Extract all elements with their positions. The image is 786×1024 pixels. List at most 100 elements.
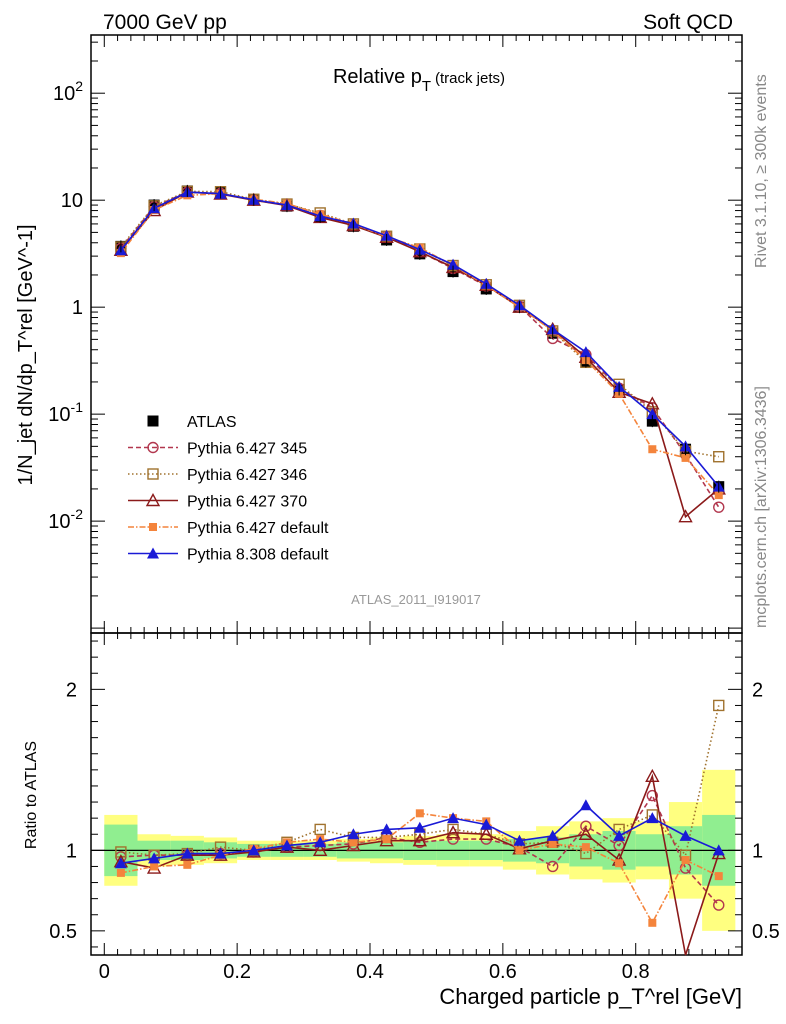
series-point-ratio [681, 856, 690, 865]
series-point-ratio [548, 839, 557, 848]
series-point-ratio [578, 826, 594, 840]
series-point-top [646, 408, 659, 420]
series-point-ratio [613, 829, 626, 841]
plot-title-main: Relative p [333, 66, 422, 88]
series-point-ratio [214, 847, 227, 859]
series-point-ratio [581, 843, 590, 852]
series-point-ratio [480, 818, 493, 830]
header-right-label: Soft QCD [643, 11, 733, 34]
legend-marker [147, 547, 159, 559]
plot-title-sub: T [422, 78, 431, 95]
y-tick-label: 10 [61, 190, 83, 212]
series-line-top [120, 191, 720, 508]
legend-marker [147, 441, 159, 454]
x-axis-label: Charged particle p_T^rel [GeV] [439, 984, 742, 1009]
data-series [113, 184, 726, 956]
y-tick-base: 10 [48, 404, 70, 426]
series-point-ratio [713, 899, 725, 911]
series-point-ratio [580, 820, 592, 832]
analysis-watermark: ATLAS_2011_I919017 [351, 592, 481, 607]
ratio-tick-label: 2 [66, 679, 77, 701]
legend-label: Pythia 8.308 default [187, 547, 329, 564]
series-point-top [447, 258, 460, 270]
series-point-ratio [648, 918, 657, 927]
legend-label: Pythia 6.427 345 [187, 441, 307, 458]
series-point-ratio [247, 844, 260, 856]
rivet-label: Rivet 3.1.10, ≥ 300k events [753, 74, 770, 268]
y-tick-exponent: 2 [75, 78, 83, 94]
y-tick-base: 10 [48, 511, 70, 533]
series-point-ratio [515, 846, 524, 855]
series-point-ratio [479, 826, 494, 840]
series-point-ratio [513, 834, 526, 846]
series-point-top [713, 451, 725, 463]
series-point-top [681, 453, 690, 462]
series-point-top [579, 346, 592, 358]
ratio-tick-label: 0.5 [49, 921, 77, 943]
plot-title-suffix: (track jets) [431, 70, 505, 87]
y-tick-label: 10-1 [48, 399, 83, 426]
x-tick-label: 0.4 [356, 961, 384, 983]
y-tick-label: 1 [72, 297, 83, 319]
series-point-ratio [414, 836, 426, 848]
y-tick-label: 10-2 [48, 506, 83, 533]
series-point-ratio [415, 809, 424, 818]
series-point-ratio [646, 812, 659, 824]
series-point-ratio [280, 839, 293, 851]
x-tick-label: 0.8 [622, 961, 650, 983]
x-tick-label: 0.2 [223, 961, 251, 983]
series-point-ratio [713, 699, 725, 712]
series-point-ratio [150, 862, 159, 871]
series-point-ratio [714, 872, 723, 881]
series-point-ratio [445, 825, 461, 839]
series-point-ratio [183, 860, 192, 869]
source-label: mcplots.cern.ch [arXiv:1306.3436] [753, 386, 770, 628]
series-point-ratio [447, 812, 460, 824]
series-point-ratio [646, 789, 659, 802]
series-point-ratio [312, 842, 328, 857]
legend-marker [147, 468, 159, 480]
series-point-top [713, 501, 725, 513]
series-point-ratio [645, 768, 660, 782]
ratio-tick-label: 1 [752, 840, 763, 862]
series-point-top [678, 509, 693, 523]
series-point-ratio [116, 868, 125, 877]
ratio-tick-label: 1 [66, 840, 77, 862]
series-point-ratio [349, 838, 358, 847]
series-point-ratio [579, 799, 592, 811]
series-point-ratio [181, 847, 194, 859]
ratio-tick-label: 2 [752, 679, 763, 701]
x-tick-label: 0 [99, 961, 110, 983]
legend-label: ATLAS [187, 414, 237, 431]
series-point-top [714, 491, 723, 500]
series-point-ratio [712, 844, 725, 856]
series-point-ratio [412, 833, 428, 847]
y-tick-label: 102 [53, 78, 83, 105]
ratio-tick-label: 0.5 [752, 921, 780, 943]
y-tick-exponent: -1 [71, 399, 84, 415]
y-axis-label: 1/N_jet dN/dp_T^rel [GeV^-1] [15, 224, 37, 485]
ratio-frame [90, 632, 743, 956]
x-tick-label: 0.6 [489, 961, 517, 983]
series-point-ratio [413, 821, 426, 833]
y-tick-exponent: -2 [71, 506, 84, 522]
series-point-ratio [447, 823, 459, 836]
legend-label: Pythia 6.427 346 [187, 467, 307, 484]
series-point-ratio [314, 823, 326, 836]
series-point-top [648, 445, 657, 454]
legend-label: Pythia 6.427 370 [187, 494, 307, 511]
y-tick-base: 10 [53, 83, 75, 105]
ratio-y-axis-label: Ratio to ATLAS [23, 741, 40, 849]
legend-label: Pythia 6.427 default [187, 520, 329, 537]
legend: ATLAS Pythia 6.427 345 Pythia 6.427 346 Pyt… [128, 414, 329, 564]
series-point-ratio [114, 857, 127, 869]
series-point-ratio [347, 828, 360, 840]
series-point-ratio [314, 836, 327, 848]
series-point-ratio [546, 829, 559, 841]
top-frame [90, 34, 743, 634]
series-point-ratio [148, 852, 161, 864]
legend-marker [147, 415, 159, 427]
series-point-ratio [615, 859, 624, 868]
